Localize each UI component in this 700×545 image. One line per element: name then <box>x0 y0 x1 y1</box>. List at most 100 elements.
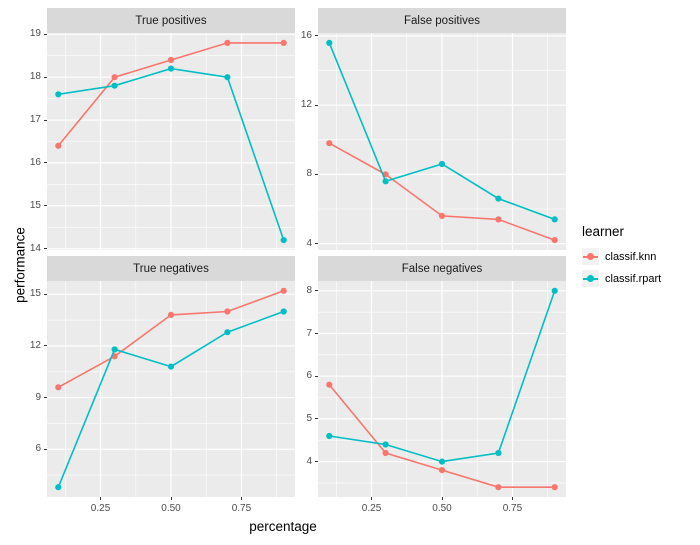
data-point-classif.knn <box>280 39 287 46</box>
data-point-classif.knn <box>438 467 446 474</box>
legend: learner classif.knn classif.rpart <box>582 224 661 292</box>
legend-key-swatch-rpart <box>582 270 599 287</box>
x-axis-tick-label: 0.50 <box>432 503 452 514</box>
data-point-classif.knn <box>438 212 446 219</box>
facet-strip-true-positives: True positives <box>47 8 295 33</box>
y-axis-tick-label: 12 <box>29 339 41 351</box>
data-point-classif.knn <box>167 56 175 64</box>
x-tick-mark <box>100 497 102 500</box>
y-axis-tick-label: 18 <box>29 71 41 83</box>
data-point-classif.rpart <box>55 91 62 98</box>
y-tick-mark <box>44 162 47 164</box>
legend-entry-label: classif.rpart <box>605 272 662 285</box>
y-axis-tick-label: 17 <box>29 114 41 126</box>
data-point-classif.knn <box>495 484 502 491</box>
x-tick-mark <box>371 497 373 500</box>
y-axis-tick-label: 5 <box>306 412 312 424</box>
y-tick-mark <box>315 35 318 37</box>
x-axis-tick-label: 0.75 <box>231 503 252 514</box>
y-tick-mark <box>44 397 47 399</box>
x-tick-mark <box>170 497 172 500</box>
facet-strip-label: True positives <box>135 14 207 27</box>
facet-plot-area <box>47 33 295 250</box>
y-axis-tick-label: 15 <box>29 199 41 211</box>
facet-panel-false-negatives <box>318 281 566 497</box>
facet-panel-true-positives <box>47 33 295 250</box>
facet-panel-true-negatives <box>47 281 295 497</box>
data-point-classif.rpart <box>55 484 62 491</box>
y-tick-mark <box>315 290 318 292</box>
facet-strip-label: True negatives <box>133 262 209 275</box>
y-axis-tick-label: 19 <box>29 28 41 40</box>
data-point-classif.rpart <box>382 178 389 185</box>
y-tick-mark <box>44 345 47 347</box>
facet-plot-area <box>318 33 566 250</box>
y-axis-tick-label: 4 <box>306 455 312 467</box>
facet-strip-false-negatives: False negatives <box>318 256 566 281</box>
x-axis-tick-label: 0.25 <box>90 503 111 514</box>
data-point-classif.rpart <box>326 39 333 46</box>
data-point-classif.rpart <box>224 74 231 81</box>
data-point-classif.rpart <box>111 346 118 353</box>
data-point-classif.rpart <box>111 82 118 89</box>
data-point-classif.knn <box>326 381 333 388</box>
data-point-classif.rpart <box>224 329 231 336</box>
x-axis-title: percentage <box>249 519 317 534</box>
facet-strip-true-negatives: True negatives <box>47 256 295 281</box>
y-axis-tick-label: 9 <box>35 391 41 403</box>
data-point-classif.rpart <box>167 65 175 72</box>
data-point-classif.knn <box>326 140 333 147</box>
x-axis-tick-label: 0.25 <box>361 503 382 514</box>
data-point-classif.rpart <box>438 458 446 465</box>
facet-strip-label: False positives <box>403 14 481 27</box>
y-tick-mark <box>315 461 318 463</box>
x-tick-mark <box>240 497 242 500</box>
y-tick-mark <box>315 333 318 334</box>
legend-key-swatch-knn <box>582 248 599 265</box>
data-point-classif.rpart <box>280 308 287 315</box>
legend-entry-classif-rpart: classif.rpart <box>582 270 661 287</box>
y-tick-mark <box>44 205 47 207</box>
data-point-classif.knn <box>382 449 389 457</box>
facet-plot-area <box>318 281 566 497</box>
legend-entry-label: classif.knn <box>605 250 657 263</box>
facet-plot-area <box>47 281 295 497</box>
y-tick-mark <box>44 248 47 250</box>
y-tick-mark <box>315 418 318 420</box>
x-tick-mark <box>511 497 513 500</box>
data-point-classif.knn <box>111 74 118 81</box>
y-axis-tick-label: 14 <box>29 242 41 254</box>
y-axis-tick-label: 7 <box>306 327 312 339</box>
x-tick-mark <box>441 497 443 500</box>
data-point-classif.rpart <box>551 216 558 223</box>
y-axis-tick-label: 16 <box>300 29 312 41</box>
legend-title: learner <box>582 224 625 239</box>
facet-strip-label: False negatives <box>401 262 483 275</box>
y-tick-mark <box>44 119 47 121</box>
data-point-classif.knn <box>551 484 558 491</box>
data-point-classif.rpart <box>280 237 287 244</box>
y-tick-mark <box>44 448 47 450</box>
x-axis-tick-label: 0.50 <box>161 503 181 514</box>
data-point-classif.knn <box>167 311 175 318</box>
y-axis-tick-label: 6 <box>306 370 312 382</box>
y-tick-mark <box>44 76 47 78</box>
y-tick-mark <box>315 104 318 106</box>
y-tick-mark <box>315 375 318 377</box>
data-point-classif.knn <box>280 287 287 294</box>
y-axis-tick-label: 8 <box>306 284 312 296</box>
y-axis-tick-label: 6 <box>35 443 41 455</box>
y-axis-tick-label: 8 <box>306 168 312 180</box>
data-point-classif.rpart <box>438 160 446 168</box>
y-tick-mark <box>315 173 318 175</box>
data-point-classif.rpart <box>382 441 389 448</box>
y-tick-mark <box>44 33 47 35</box>
y-axis-tick-label: 15 <box>29 288 41 300</box>
data-point-classif.knn <box>55 142 62 149</box>
y-tick-mark <box>315 243 318 245</box>
legend-point-icon <box>587 275 594 282</box>
y-axis-tick-label: 16 <box>29 156 41 168</box>
data-point-classif.knn <box>224 308 231 315</box>
legend-entry-classif-knn: classif.knn <box>582 248 661 265</box>
